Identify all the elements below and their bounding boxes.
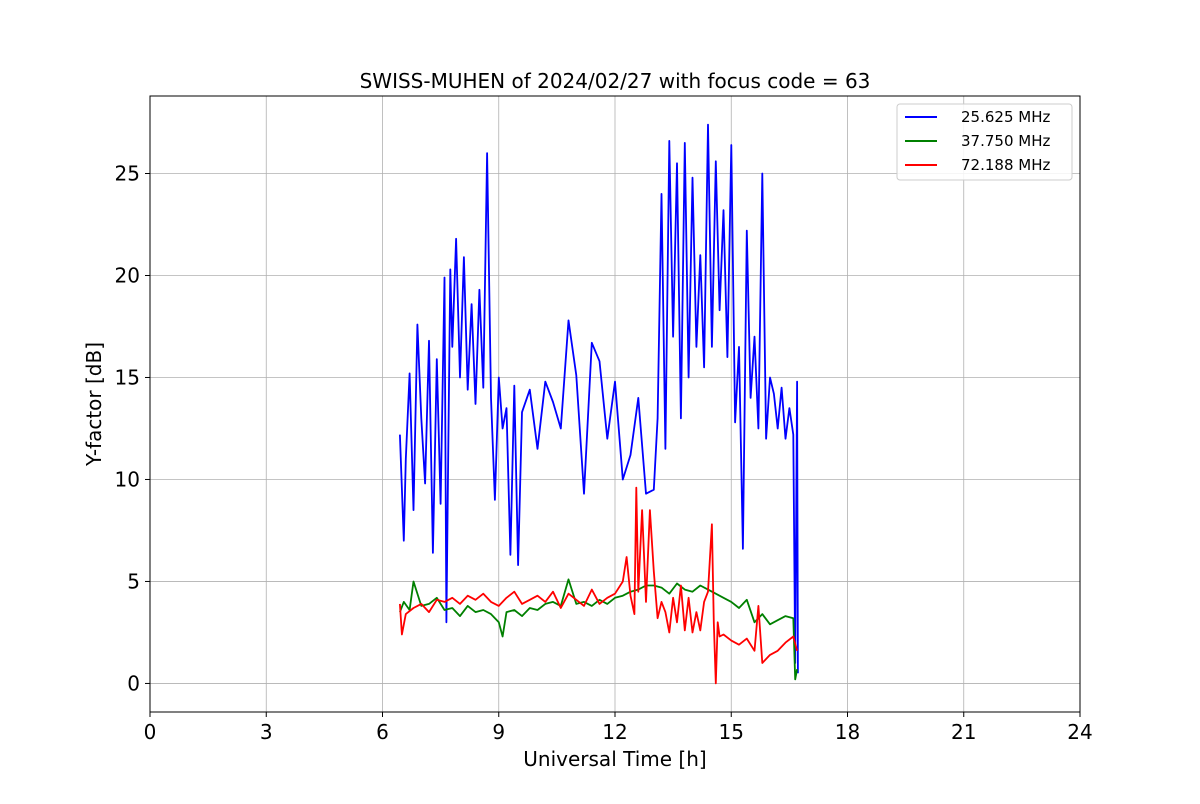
chart-title: SWISS-MUHEN of 2024/02/27 with focus cod…	[360, 69, 871, 93]
legend: 25.625 MHz 37.750 MHz 72.188 MHz	[896, 103, 1073, 181]
x-tick-label: 21	[951, 720, 976, 744]
x-tick-label: 18	[835, 720, 860, 744]
axis-ticks: 0 3 6 9 12 15 18 21 24 0 5 10 15 20 25	[115, 162, 1093, 744]
x-tick-label: 0	[144, 720, 157, 744]
x-tick-label: 12	[602, 720, 627, 744]
series-line-3	[399, 486, 798, 685]
grid-lines	[149, 96, 1081, 712]
legend-label: 25.625 MHz	[961, 108, 1050, 126]
x-tick-label: 6	[376, 720, 389, 744]
y-tick-label: 20	[115, 263, 140, 287]
series-line-1	[399, 123, 799, 674]
y-tick-label: 25	[115, 162, 140, 186]
series-line-2	[399, 578, 798, 681]
y-tick-label: 0	[127, 671, 140, 695]
x-tick-label: 15	[719, 720, 744, 744]
y-tick-label: 15	[115, 365, 140, 389]
y-axis-label: Y-factor [dB]	[82, 342, 106, 467]
plot-area	[399, 123, 799, 685]
x-axis-label: Universal Time [h]	[523, 747, 706, 771]
legend-label: 72.188 MHz	[961, 156, 1050, 174]
x-tick-label: 24	[1067, 720, 1092, 744]
y-tick-label: 10	[115, 467, 140, 491]
legend-box	[896, 103, 1073, 181]
legend-label: 37.750 MHz	[961, 132, 1050, 150]
x-tick-label: 3	[260, 720, 273, 744]
x-tick-label: 9	[492, 720, 505, 744]
y-tick-label: 5	[127, 569, 140, 593]
